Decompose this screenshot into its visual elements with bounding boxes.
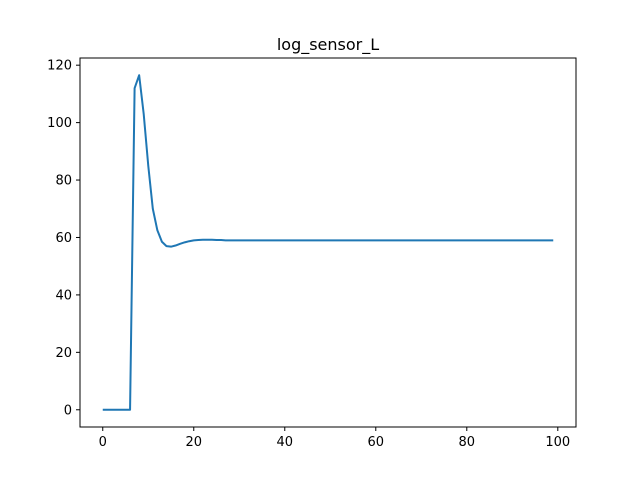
y-tick-label: 120 [47,59,72,74]
chart-title: log_sensor_L [277,35,379,55]
y-tick-label: 60 [55,231,72,246]
y-tick-label: 40 [55,288,72,303]
y-tick-label: 20 [55,346,72,361]
x-tick-label: 100 [545,435,570,450]
x-tick-label: 80 [459,435,476,450]
x-tick-label: 20 [185,435,202,450]
x-tick-label: 40 [276,435,293,450]
x-tick-label: 60 [368,435,385,450]
series-layer [102,74,554,411]
x-axis-ticks: 0 20 40 60 80 100 [99,427,570,450]
x-tick-label: 0 [99,435,107,450]
plot-frame [79,57,577,428]
y-tick-label: 80 [55,174,72,189]
y-tick-label: 100 [47,116,72,131]
y-axis-ticks: 0 20 40 60 80 100 120 [47,59,80,418]
y-tick-label: 0 [64,403,72,418]
series-line [102,74,554,411]
